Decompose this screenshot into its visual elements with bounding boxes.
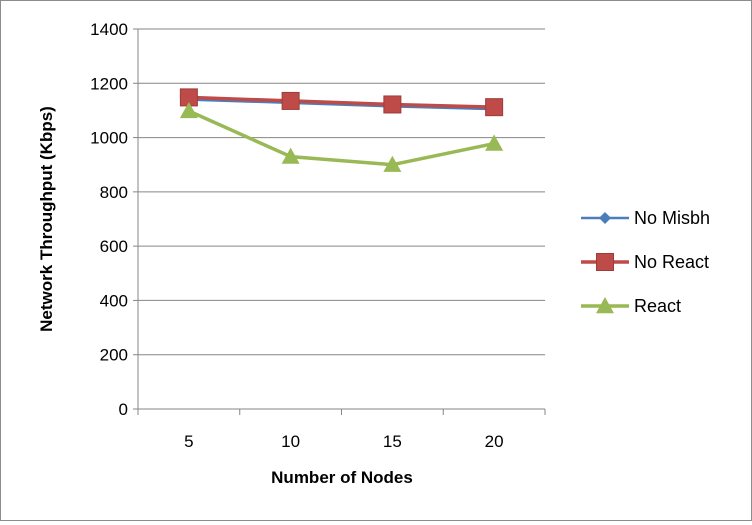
series [179, 88, 504, 172]
axes [133, 28, 546, 415]
legend-marker [596, 297, 614, 314]
data-point [383, 95, 402, 114]
y-tick-label: 200 [100, 346, 128, 365]
x-tick-labels: 5 10 15 20 [184, 432, 503, 451]
x-tick-label: 15 [383, 432, 402, 451]
series-no-react [179, 88, 504, 117]
series-line [188, 95, 495, 109]
series-line [188, 109, 495, 167]
legend-item: React [581, 296, 681, 316]
data-point [281, 147, 300, 164]
series-line [188, 98, 495, 111]
y-tick-label: 1200 [90, 74, 128, 93]
y-tick-label: 800 [100, 183, 128, 202]
legend: No Misbh No React React [581, 208, 710, 316]
x-tick-label: 20 [485, 432, 504, 451]
y-tick-label: 400 [100, 291, 128, 310]
legend-label: No React [634, 252, 709, 272]
data-point [281, 91, 300, 110]
y-tick-label: 600 [100, 237, 128, 256]
data-point [383, 155, 402, 172]
legend-marker [596, 253, 614, 271]
data-point [485, 134, 504, 151]
data-point [485, 98, 504, 117]
legend-item: No Misbh [581, 208, 710, 228]
series-react [179, 101, 504, 172]
y-axis-title: Network Throughput (Kbps) [37, 106, 56, 332]
x-tick-label: 5 [184, 432, 193, 451]
y-tick-labels: 0 200 400 600 800 1000 1200 1400 [90, 20, 128, 419]
legend-label: React [634, 296, 681, 316]
legend-label: No Misbh [634, 208, 710, 228]
y-tick-label: 1000 [90, 129, 128, 148]
x-tick-label: 10 [281, 432, 300, 451]
data-point [179, 101, 198, 119]
legend-item: No React [581, 252, 709, 272]
y-tick-label: 0 [119, 400, 128, 419]
x-axis-title: Number of Nodes [271, 468, 413, 487]
gridlines [138, 28, 545, 356]
y-tick-label: 1400 [90, 20, 128, 39]
legend-marker [599, 212, 611, 224]
